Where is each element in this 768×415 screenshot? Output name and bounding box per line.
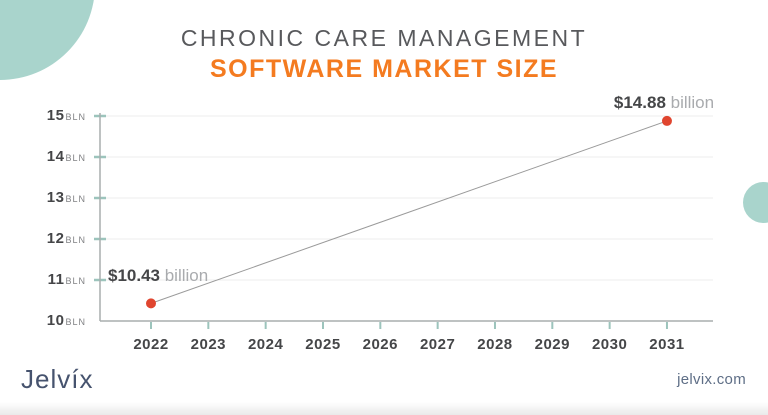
data-point-marker bbox=[661, 115, 672, 126]
y-axis-label: 15BLN bbox=[0, 107, 86, 125]
y-axis-label: 12BLN bbox=[0, 230, 86, 248]
data-point-unit-2031: billion bbox=[665, 93, 715, 112]
y-axis-label: 11BLN bbox=[0, 271, 86, 289]
jelvix-logo: Jelvíx bbox=[21, 364, 94, 394]
x-axis-label: 2025 bbox=[305, 336, 341, 353]
chart-title-line2: SOFTWARE MARKET SIZE bbox=[209, 54, 559, 83]
data-point-value-2022: $10.43 bbox=[108, 266, 160, 285]
data-point-unit-2022: billion bbox=[160, 266, 209, 285]
x-axis-label: 2023 bbox=[190, 336, 227, 353]
x-axis-label: 2028 bbox=[477, 336, 513, 353]
chart-title-line1: CHRONIC CARE MANAGEMENT bbox=[180, 25, 588, 51]
x-axis-label: 2029 bbox=[534, 336, 570, 353]
trend-line bbox=[150, 120, 668, 304]
y-axis-label: 10BLN bbox=[0, 312, 86, 330]
y-axis-value: 10 bbox=[46, 312, 65, 329]
bottom-shadow bbox=[0, 402, 768, 415]
y-axis-unit: BLN bbox=[65, 276, 86, 286]
y-axis-unit: BLN bbox=[65, 153, 86, 163]
y-axis-value: 12 bbox=[46, 230, 65, 247]
data-point-label-2031: $14.88 billion bbox=[614, 93, 714, 113]
data-point-label-2022: $10.43 billion bbox=[108, 266, 208, 286]
y-axis-value: 15 bbox=[46, 107, 65, 124]
y-axis-unit: BLN bbox=[65, 194, 86, 204]
x-axis-label: 2027 bbox=[419, 336, 456, 353]
y-axis-label: 14BLN bbox=[0, 148, 86, 166]
data-point-value-2031: $14.88 bbox=[613, 93, 666, 112]
x-axis-label: 2022 bbox=[133, 336, 169, 353]
x-axis-label: 2030 bbox=[591, 336, 628, 353]
x-axis-label: 2031 bbox=[649, 336, 685, 353]
x-axis-label: 2026 bbox=[362, 336, 398, 353]
y-axis-value: 14 bbox=[46, 148, 65, 165]
website-url: jelvix.com bbox=[677, 371, 746, 388]
y-axis-label: 13BLN bbox=[0, 189, 86, 207]
data-point-marker bbox=[146, 298, 156, 309]
y-axis-value: 11 bbox=[47, 271, 65, 288]
y-axis-unit: BLN bbox=[65, 235, 86, 245]
x-axis-label: 2024 bbox=[247, 336, 284, 353]
chart-title: CHRONIC CARE MANAGEMENT SOFTWARE MARKET … bbox=[0, 24, 768, 85]
y-axis-unit: BLN bbox=[65, 317, 86, 327]
y-axis-unit: BLN bbox=[65, 112, 86, 122]
y-axis-value: 13 bbox=[46, 189, 65, 206]
